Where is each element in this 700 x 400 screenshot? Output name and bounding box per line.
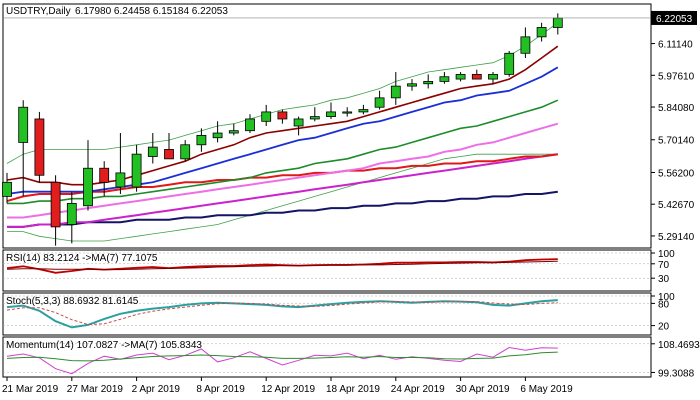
indicator-axis-label: 99.3088 <box>658 368 695 379</box>
stoch-signal-line <box>6 301 558 326</box>
date-axis-label: 6 May 2019 <box>520 384 573 395</box>
bull-candle <box>245 118 255 132</box>
bull-candle <box>196 134 207 146</box>
chart-ohlc-values: 6.17980 6.24458 6.15184 6.22053 <box>75 6 228 17</box>
bear-candle <box>50 181 61 228</box>
momentum-pane-frame <box>2 336 652 378</box>
date-axis-label: 8 Apr 2019 <box>196 384 245 395</box>
bull-candle <box>261 111 272 122</box>
bull-candle <box>326 111 336 118</box>
indicator-axis-label: 100 <box>658 292 675 303</box>
ma-maroon-line <box>6 45 559 186</box>
bull-candle <box>358 109 369 113</box>
ma-red-line <box>6 153 558 203</box>
bollinger-upper-line <box>6 22 559 164</box>
date-axis-label: 24 Apr 2019 <box>391 384 445 395</box>
bull-candle <box>180 144 191 160</box>
date-axis-label: 2 Apr 2019 <box>132 384 181 395</box>
bear-candle <box>34 118 45 176</box>
bear-candle <box>99 167 110 183</box>
bull-candle <box>131 153 142 188</box>
stoch-main-line <box>6 299 558 329</box>
ma-blue-line <box>6 66 559 195</box>
bull-candle <box>66 203 77 225</box>
bull-candle <box>309 116 320 120</box>
bull-candle <box>504 52 515 75</box>
stoch-series-layer <box>3 295 651 329</box>
date-axis-label: 21 Mar 2019 <box>2 384 59 395</box>
rsi-series-layer <box>3 252 651 279</box>
bull-candle <box>488 73 498 80</box>
ma-magenta-line <box>7 153 558 228</box>
bull-candle <box>228 130 239 134</box>
price-axis-label: 5.56200 <box>658 168 695 179</box>
bear-candle <box>164 149 174 160</box>
indicator-axis-label: 30 <box>658 274 670 285</box>
stoch-title: Stoch(5,3,3) 88.6932 81.6145 <box>6 296 139 307</box>
bull-candle <box>439 76 450 82</box>
bull-candle <box>455 73 466 80</box>
momentum-ma-line <box>6 351 558 362</box>
price-series-layer <box>2 13 651 246</box>
current-price-badge <box>651 10 697 25</box>
price-axis-label: 6.11140 <box>658 40 693 51</box>
date-axis-label: 18 Apr 2019 <box>326 384 380 395</box>
date-axis-label: 30 Apr 2019 <box>456 384 510 395</box>
date-axis-label: 27 Mar 2019 <box>67 384 124 395</box>
indicator-axis-label: 80 <box>658 299 670 310</box>
price-axis-label: 5.29140 <box>658 232 695 243</box>
chart-symbol-label: USDTRY,Daily <box>6 6 71 17</box>
bull-candle <box>423 81 434 85</box>
bull-candle <box>83 167 93 207</box>
bull-candle <box>212 132 223 139</box>
bear-candle <box>277 111 288 120</box>
bull-candle <box>115 172 126 188</box>
price-axis-label: 5.97610 <box>658 71 695 82</box>
bull-candle <box>407 83 417 87</box>
bull-candle <box>374 97 385 108</box>
axis-labels-layer: 6.22053 6.11140 5.97610 5.84080 5.70140 5.562… <box>2 10 700 395</box>
rsi-pane-frame <box>2 249 652 292</box>
rsi-title: RSI(14) 83.2124 ->MA(7) 77.1075 <box>6 253 158 264</box>
bull-candle <box>536 27 547 38</box>
current-price-label: 6.22053 <box>656 14 693 25</box>
bull-candle <box>2 181 12 197</box>
momentum-series-layer <box>3 343 651 375</box>
indicator-axis-label: 20 <box>658 322 670 333</box>
bull-candle <box>147 146 158 157</box>
bull-candle <box>18 106 29 143</box>
ma-pink-line <box>7 122 559 219</box>
momentum-title: Momentum(14) 107.0827 ->MA(7) 105.8343 <box>6 340 202 351</box>
bull-candle <box>342 111 353 114</box>
bear-candle <box>471 73 482 80</box>
bull-candle <box>293 118 304 127</box>
ma-navy-line <box>7 190 558 228</box>
price-axis-label: 5.70140 <box>658 136 695 147</box>
indicator-axis-label: 70 <box>658 260 670 271</box>
stoch-pane-frame <box>2 292 652 336</box>
price-axis-label: 5.84080 <box>658 103 695 114</box>
price-pane-frame <box>2 3 652 249</box>
bull-candle <box>552 17 563 28</box>
indicator-axis-label: 100 <box>658 249 675 260</box>
price-axis-label: 5.42670 <box>658 200 695 211</box>
ma-green-line <box>7 99 559 205</box>
bull-candle <box>390 85 401 99</box>
bull-candle <box>520 36 531 54</box>
bollinger-lower-line <box>7 153 558 242</box>
date-axis-label: 12 Apr 2019 <box>261 384 315 395</box>
rsi-ma-line <box>6 260 558 271</box>
indicator-axis-label: 108.4693 <box>658 340 700 351</box>
